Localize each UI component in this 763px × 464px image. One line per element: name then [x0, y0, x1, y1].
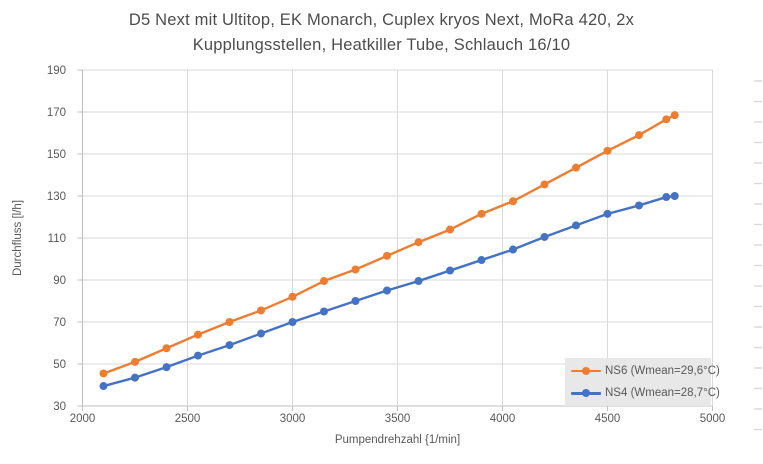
ns6-series-swatch-icon [571, 366, 601, 375]
chart-title-line-1: D5 Next mit Ultitop, EK Monarch, Cuplex … [128, 11, 635, 29]
legend-item-ns4[interactable]: NS4 (Wmean=28,7°C) [565, 383, 720, 403]
legend-item-ns6[interactable]: NS6 (Wmean=29,6°C) [565, 361, 720, 381]
data-point-marker-ns6 [288, 292, 297, 301]
x-axis-title: Pumpendrehzahl {1/min] [334, 434, 461, 446]
data-point-marker-ns6 [383, 251, 391, 260]
y-tick-label: 130 [47, 191, 66, 203]
data-point-marker-ns6 [257, 306, 265, 315]
chart-title: D5 Next mit Ultitop, EK Monarch, Cuplex … [0, 8, 763, 58]
series-line-ns4 [102, 194, 676, 388]
y-tick-label: 170 [47, 107, 66, 119]
x-tick-label: 3500 [385, 413, 411, 425]
data-point-marker-ns4 [414, 277, 423, 286]
y-tick-label: 70 [53, 317, 66, 329]
y-tick-label: 190 [47, 65, 66, 77]
data-point-marker-ns6 [635, 131, 643, 140]
data-point-marker-ns6 [99, 369, 108, 378]
data-point-marker-ns6 [572, 163, 580, 172]
data-point-marker-ns4 [662, 193, 671, 202]
y-tick-label: 90 [53, 275, 66, 287]
data-point-marker-ns6 [414, 238, 423, 247]
x-tick-label: 2500 [175, 413, 201, 425]
data-point-marker-ns6 [351, 265, 360, 274]
x-tick-label: 4500 [595, 413, 621, 425]
data-point-marker-ns4 [509, 245, 517, 254]
data-point-marker-ns4 [131, 373, 139, 382]
legend-label-ns6: NS6 (Wmean=29,6°C) [605, 364, 720, 377]
y-tick-label: 150 [47, 149, 66, 161]
data-point-marker-ns4 [670, 192, 679, 200]
y-tick-label: 30 [53, 401, 66, 413]
data-point-marker-ns4 [540, 232, 549, 241]
data-point-marker-ns6 [603, 146, 612, 155]
data-point-marker-ns4 [194, 351, 202, 360]
data-point-marker-ns6 [670, 111, 679, 120]
data-point-marker-ns6 [477, 209, 486, 218]
data-point-marker-ns4 [477, 256, 486, 265]
data-point-marker-ns4 [320, 307, 328, 316]
legend-label-ns4: NS4 (Wmean=28,7°C) [605, 387, 720, 400]
data-point-marker-ns4 [162, 363, 171, 372]
y-tick-label: 50 [53, 359, 66, 371]
data-point-marker-ns6 [540, 180, 549, 189]
data-point-marker-ns6 [225, 318, 234, 326]
data-point-marker-ns4 [351, 297, 360, 305]
x-tick-label: 2000 [70, 413, 96, 425]
data-point-marker-ns4 [99, 382, 108, 391]
x-tick-label: 3000 [280, 413, 306, 425]
data-point-marker-ns6 [446, 225, 454, 234]
y-tick-label: 110 [48, 233, 66, 245]
data-point-marker-ns4 [603, 209, 612, 218]
data-point-marker-ns4 [383, 286, 391, 295]
data-point-marker-ns4 [288, 318, 297, 326]
data-point-marker-ns4 [225, 341, 234, 350]
series-line-ns6 [102, 113, 676, 375]
data-point-marker-ns4 [446, 266, 454, 275]
data-point-marker-ns6 [194, 330, 202, 339]
data-point-marker-ns6 [131, 357, 139, 366]
data-point-marker-ns6 [509, 197, 517, 206]
chart-title-line-2: Kupplungsstellen, Heatkiller Tube, Schla… [192, 36, 571, 54]
data-point-marker-ns6 [162, 344, 171, 353]
data-point-marker-ns6 [320, 277, 328, 286]
ns4-series-swatch-icon [571, 389, 601, 398]
data-point-marker-ns6 [662, 115, 671, 124]
x-tick-label: 4000 [490, 413, 516, 425]
data-point-marker-ns4 [572, 221, 580, 230]
x-tick-label: 5000 [700, 413, 726, 425]
data-point-marker-ns4 [257, 329, 265, 338]
data-point-marker-ns4 [635, 201, 643, 210]
legend[interactable]: NS6 (Wmean=29,6°C) NS4 (Wmean=28,7°C) [565, 358, 720, 406]
